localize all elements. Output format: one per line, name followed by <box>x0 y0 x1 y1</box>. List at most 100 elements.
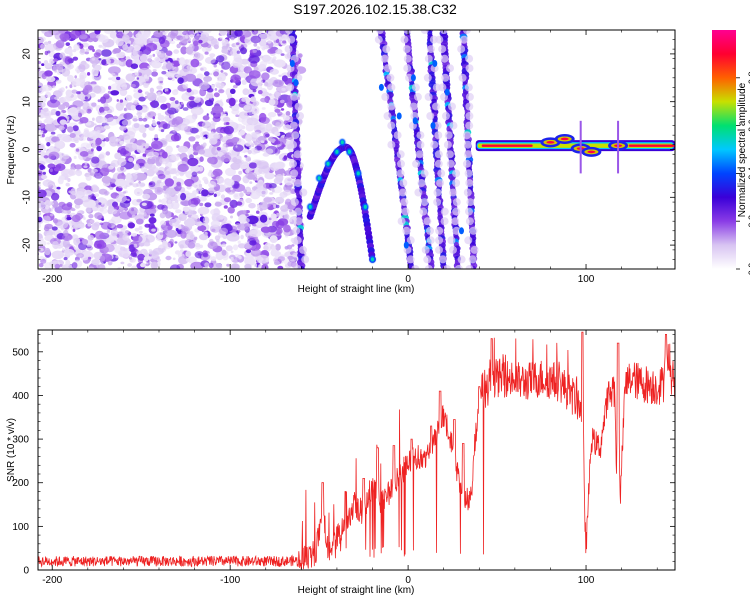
noise-speckle <box>105 237 115 243</box>
noise-speckle <box>267 112 277 118</box>
noise-speckle <box>118 134 124 140</box>
streak-bright-spot <box>289 60 295 67</box>
noise-speckle <box>42 179 54 187</box>
noise-speckle <box>177 123 189 131</box>
noise-speckle <box>91 184 99 192</box>
noise-speckle <box>108 208 118 215</box>
noise-speckle <box>81 30 86 35</box>
noise-speckle <box>61 203 73 211</box>
streak-bright-spot <box>430 122 436 130</box>
noise-speckle <box>233 53 242 63</box>
noise-speckle <box>73 43 81 51</box>
noise-speckle <box>277 265 284 269</box>
snr-series-line <box>38 331 675 570</box>
noise-speckle <box>150 261 159 269</box>
noise-speckle <box>110 229 118 237</box>
noise-speckle <box>170 134 180 142</box>
noise-speckle <box>94 193 100 198</box>
noise-speckle <box>60 228 65 231</box>
noise-speckle <box>177 77 184 84</box>
noise-speckle <box>170 63 174 66</box>
noise-speckle <box>160 198 169 205</box>
noise-speckle <box>149 213 155 217</box>
noise-speckle <box>84 132 90 138</box>
streak-bright-spot <box>459 227 464 235</box>
noise-speckle <box>115 38 124 47</box>
noise-speckle <box>191 200 194 205</box>
noise-speckle <box>104 244 115 253</box>
noise-speckle <box>78 101 83 105</box>
noise-speckle <box>169 97 176 101</box>
noise-speckle <box>265 257 270 263</box>
noise-speckle <box>221 147 229 153</box>
noise-speckle <box>40 258 47 264</box>
noise-speckle <box>85 48 90 52</box>
noise-speckle <box>180 192 187 201</box>
noise-speckle <box>85 174 92 181</box>
noise-speckle <box>195 134 201 139</box>
noise-speckle <box>251 111 256 115</box>
noise-speckle <box>187 230 194 236</box>
noise-speckle <box>249 229 262 238</box>
noise-speckle <box>57 89 64 97</box>
noise-speckle <box>235 201 243 206</box>
noise-speckle <box>58 140 63 146</box>
noise-speckle <box>180 200 187 206</box>
noise-speckle <box>236 42 240 46</box>
noise-speckle <box>104 191 110 195</box>
noise-speckle <box>220 154 232 162</box>
noise-speckle <box>170 30 179 37</box>
noise-speckle <box>275 243 281 251</box>
noise-speckle <box>230 256 234 261</box>
noise-speckle <box>268 217 272 221</box>
noise-speckle <box>172 130 176 133</box>
noise-speckle <box>154 57 161 62</box>
noise-speckle <box>217 107 222 111</box>
noise-speckle <box>117 78 126 87</box>
noise-speckle <box>53 167 60 172</box>
noise-speckle <box>124 84 127 88</box>
noise-speckle <box>253 224 257 227</box>
noise-speckle <box>231 189 235 193</box>
noise-speckle <box>263 197 273 203</box>
noise-speckle <box>240 234 244 240</box>
noise-speckle <box>110 90 120 96</box>
noise-speckle <box>212 122 215 126</box>
noise-speckle <box>232 244 239 251</box>
noise-speckle <box>211 84 216 88</box>
spectral-streak <box>374 30 420 269</box>
noise-speckle <box>230 36 235 41</box>
noise-speckle <box>169 168 178 175</box>
noise-speckle <box>219 30 227 36</box>
noise-speckle <box>250 191 261 200</box>
noise-speckle <box>156 121 161 125</box>
noise-speckle <box>63 257 68 261</box>
noise-speckle <box>52 240 59 250</box>
noise-speckle <box>282 195 285 199</box>
noise-speckle <box>113 48 121 54</box>
noise-speckle <box>84 51 90 55</box>
colorbar-tick-label: 0.4 <box>747 167 750 180</box>
noise-speckle <box>147 111 157 118</box>
noise-speckle <box>154 186 164 195</box>
noise-speckle <box>182 107 189 111</box>
noise-speckle <box>92 117 95 121</box>
noise-speckle <box>66 214 71 218</box>
noise-speckle <box>188 96 195 101</box>
noise-speckle <box>185 250 192 257</box>
noise-speckle <box>275 228 281 235</box>
noise-speckle <box>172 176 177 180</box>
noise-speckle <box>259 112 267 122</box>
noise-speckle <box>284 177 294 186</box>
noise-speckle <box>45 210 50 214</box>
noise-speckle <box>59 52 66 59</box>
noise-speckle <box>245 133 253 142</box>
noise-speckle <box>170 154 176 160</box>
noise-speckle <box>173 116 184 125</box>
noise-speckle <box>188 204 197 211</box>
noise-speckle <box>138 117 143 122</box>
noise-speckle <box>176 57 180 62</box>
noise-speckle <box>179 172 184 177</box>
noise-speckle <box>169 264 181 269</box>
noise-speckle <box>119 140 125 145</box>
